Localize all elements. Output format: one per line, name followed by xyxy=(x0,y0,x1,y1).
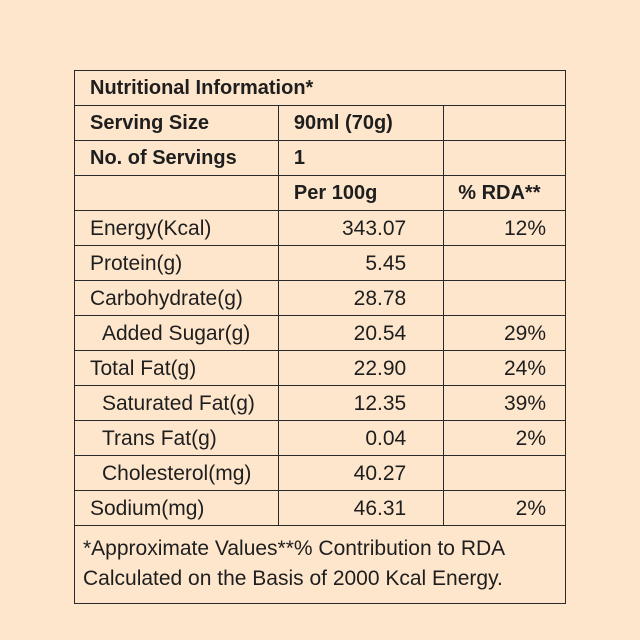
nutrient-per-100g: 0.04 xyxy=(277,420,445,456)
table-row: Added Sugar(g) 20.54 29% xyxy=(75,315,565,351)
table-row: Carbohydrate(g) 28.78 xyxy=(75,280,565,316)
nutrient-per-100g: 46.31 xyxy=(277,490,445,526)
serving-size-label: Serving Size xyxy=(75,105,279,141)
table-row: Total Fat(g) 22.90 24% xyxy=(75,350,565,386)
servings-value: 1 xyxy=(277,140,445,176)
footnote-line-2: Calculated on the Basis of 2000 Kcal Ene… xyxy=(83,567,503,590)
footnote-line-1: *Approximate Values**% Contribution to R… xyxy=(83,537,506,560)
table-row: Sodium(mg) 46.31 2% xyxy=(75,490,565,526)
nutrient-rda: 2% xyxy=(443,490,565,526)
serving-size-value: 90ml (70g) xyxy=(277,105,445,141)
nutrient-name: Total Fat(g) xyxy=(75,350,279,386)
nutrient-rda: 39% xyxy=(443,385,565,421)
column-header-row: Per 100g % RDA** xyxy=(75,175,565,211)
per-100g-header: Per 100g xyxy=(277,175,445,211)
empty-cell xyxy=(75,175,279,211)
nutrient-per-100g: 343.07 xyxy=(277,210,445,246)
nutrient-name: Cholesterol(mg) xyxy=(75,455,279,491)
nutrient-rda xyxy=(443,455,565,491)
nutrient-name: Added Sugar(g) xyxy=(75,315,279,351)
nutrient-per-100g: 40.27 xyxy=(277,455,445,491)
nutrient-name: Trans Fat(g) xyxy=(75,420,279,456)
nutrient-name: Sodium(mg) xyxy=(75,490,279,526)
nutrient-name: Energy(Kcal) xyxy=(75,210,279,246)
nutrient-name: Protein(g) xyxy=(75,245,279,281)
nutrient-name: Saturated Fat(g) xyxy=(75,385,279,421)
table-row: Saturated Fat(g) 12.35 39% xyxy=(75,385,565,421)
footnote: *Approximate Values**% Contribution to R… xyxy=(75,525,565,603)
nutrient-rda: 2% xyxy=(443,420,565,456)
nutrition-label: Nutritional Information* Serving Size 90… xyxy=(74,70,566,604)
nutrient-rda: 29% xyxy=(443,315,565,351)
nutrient-per-100g: 20.54 xyxy=(277,315,445,351)
nutrient-per-100g: 5.45 xyxy=(277,245,445,281)
serving-size-row: Serving Size 90ml (70g) xyxy=(75,105,565,141)
table-row: Energy(Kcal) 343.07 12% xyxy=(75,210,565,246)
empty-cell xyxy=(443,140,565,176)
nutrient-rda: 24% xyxy=(443,350,565,386)
nutrient-per-100g: 12.35 xyxy=(277,385,445,421)
nutrition-table: Nutritional Information* Serving Size 90… xyxy=(75,71,565,603)
empty-cell xyxy=(443,105,565,141)
table-title: Nutritional Information* xyxy=(75,71,565,106)
servings-row: No. of Servings 1 xyxy=(75,140,565,176)
nutrient-per-100g: 28.78 xyxy=(277,280,445,316)
table-row: Cholesterol(mg) 40.27 xyxy=(75,455,565,491)
nutrient-rda xyxy=(443,280,565,316)
table-row: Protein(g) 5.45 xyxy=(75,245,565,281)
nutrient-per-100g: 22.90 xyxy=(277,350,445,386)
title-row: Nutritional Information* xyxy=(75,71,565,106)
nutrient-name: Carbohydrate(g) xyxy=(75,280,279,316)
servings-label: No. of Servings xyxy=(75,140,279,176)
footnote-row: *Approximate Values**% Contribution to R… xyxy=(75,525,565,603)
nutrient-rda: 12% xyxy=(443,210,565,246)
table-row: Trans Fat(g) 0.04 2% xyxy=(75,420,565,456)
rda-header: % RDA** xyxy=(443,175,565,211)
nutrient-rda xyxy=(443,245,565,281)
